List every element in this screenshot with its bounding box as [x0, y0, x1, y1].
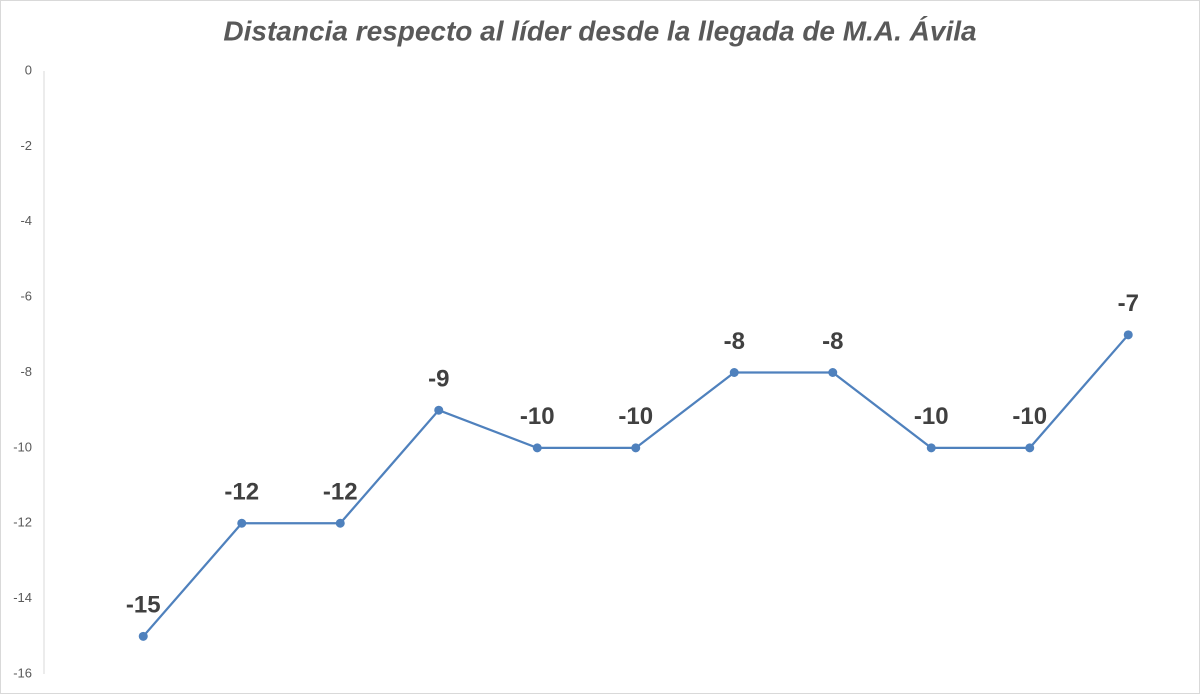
- data-point: [828, 368, 838, 377]
- y-tick-label: -6: [20, 289, 32, 304]
- y-tick-label: -8: [20, 364, 32, 379]
- data-point: [1025, 443, 1035, 453]
- chart-title: Distancia respecto al líder desde la lle…: [223, 15, 976, 46]
- data-label: -10: [1012, 403, 1047, 430]
- y-tick-label: -2: [20, 138, 32, 153]
- data-label: -12: [224, 479, 259, 506]
- y-tick-label: 0: [25, 62, 32, 77]
- y-tick-label: -12: [13, 515, 32, 530]
- y-tick-label: -14: [13, 590, 32, 605]
- data-point: [237, 518, 247, 528]
- data-label: -7: [1118, 290, 1139, 317]
- data-point: [335, 518, 345, 528]
- data-point: [926, 443, 936, 453]
- data-label: -15: [126, 592, 161, 619]
- data-point: [434, 405, 444, 415]
- data-point: [729, 368, 739, 377]
- data-label: -8: [822, 328, 843, 355]
- y-tick-label: -4: [20, 213, 32, 228]
- data-label: -8: [724, 328, 745, 355]
- data-label: -10: [618, 403, 653, 430]
- data-label: -12: [323, 479, 358, 506]
- data-label: -10: [914, 403, 949, 430]
- data-label: -9: [428, 366, 449, 393]
- data-point: [631, 443, 641, 453]
- data-point: [1123, 330, 1133, 340]
- y-tick-label: -10: [13, 439, 32, 454]
- data-point: [532, 443, 542, 453]
- y-tick-label: -16: [13, 665, 32, 680]
- data-point: [138, 631, 148, 641]
- data-label: -10: [520, 403, 555, 430]
